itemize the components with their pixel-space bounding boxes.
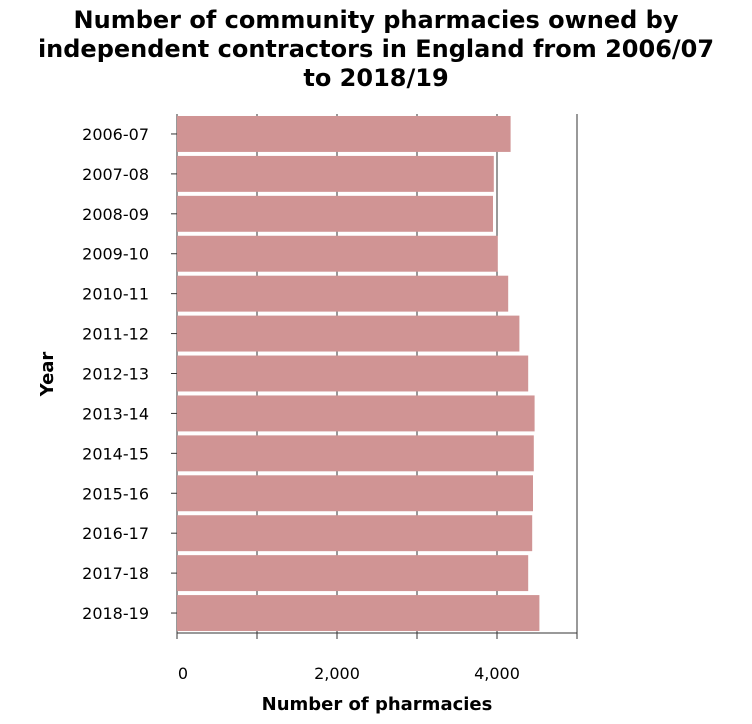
y-tick-label: 2009-10 — [82, 245, 149, 264]
bar — [177, 435, 534, 472]
bar — [177, 555, 529, 592]
y-tick-label: 2007-08 — [82, 165, 149, 184]
y-axis-title: Year — [37, 352, 58, 398]
y-tick-label: 2012-13 — [82, 365, 149, 384]
chart-title-line-1: Number of community pharmacies owned by — [73, 6, 679, 34]
y-tick-label: 2013-14 — [82, 404, 149, 423]
chart-title-line-3: to 2018/19 — [303, 64, 449, 92]
y-tick-label: 2017-18 — [82, 564, 149, 583]
y-tick-label: 2008-09 — [82, 205, 149, 224]
bar — [177, 515, 533, 552]
bar — [177, 155, 494, 192]
axes — [171, 133, 578, 639]
bar — [177, 315, 520, 352]
x-tick-label: 4,000 — [474, 664, 520, 683]
tick-labels: 2006-07 2007-08 2008-09 2009-10 2010-11 2011-… — [82, 125, 520, 683]
chart-title: Number of community pharmacies owned by … — [0, 6, 752, 93]
bar — [177, 595, 540, 632]
bar — [177, 475, 533, 512]
bars — [177, 115, 540, 632]
bar — [177, 275, 509, 312]
y-tick-label: 2006-07 — [82, 125, 149, 144]
x-axis-title: Number of pharmacies — [262, 694, 493, 715]
bar — [177, 235, 498, 272]
bar — [177, 395, 535, 432]
y-tick-label: 2016-17 — [82, 524, 149, 543]
y-tick-label: 2011-12 — [82, 325, 149, 344]
x-tick-label: 0 — [178, 664, 188, 683]
y-tick-label: 2015-16 — [82, 484, 149, 503]
y-tick-label: 2010-11 — [82, 285, 149, 304]
y-tick-label: 2014-15 — [82, 444, 149, 463]
chart-title-line-2: independent contractors in England from … — [37, 35, 715, 63]
bar — [177, 195, 493, 232]
y-tick-label: 2018-19 — [82, 604, 149, 623]
bar — [177, 115, 511, 152]
bar — [177, 355, 529, 392]
x-tick-label: 2,000 — [314, 664, 360, 683]
